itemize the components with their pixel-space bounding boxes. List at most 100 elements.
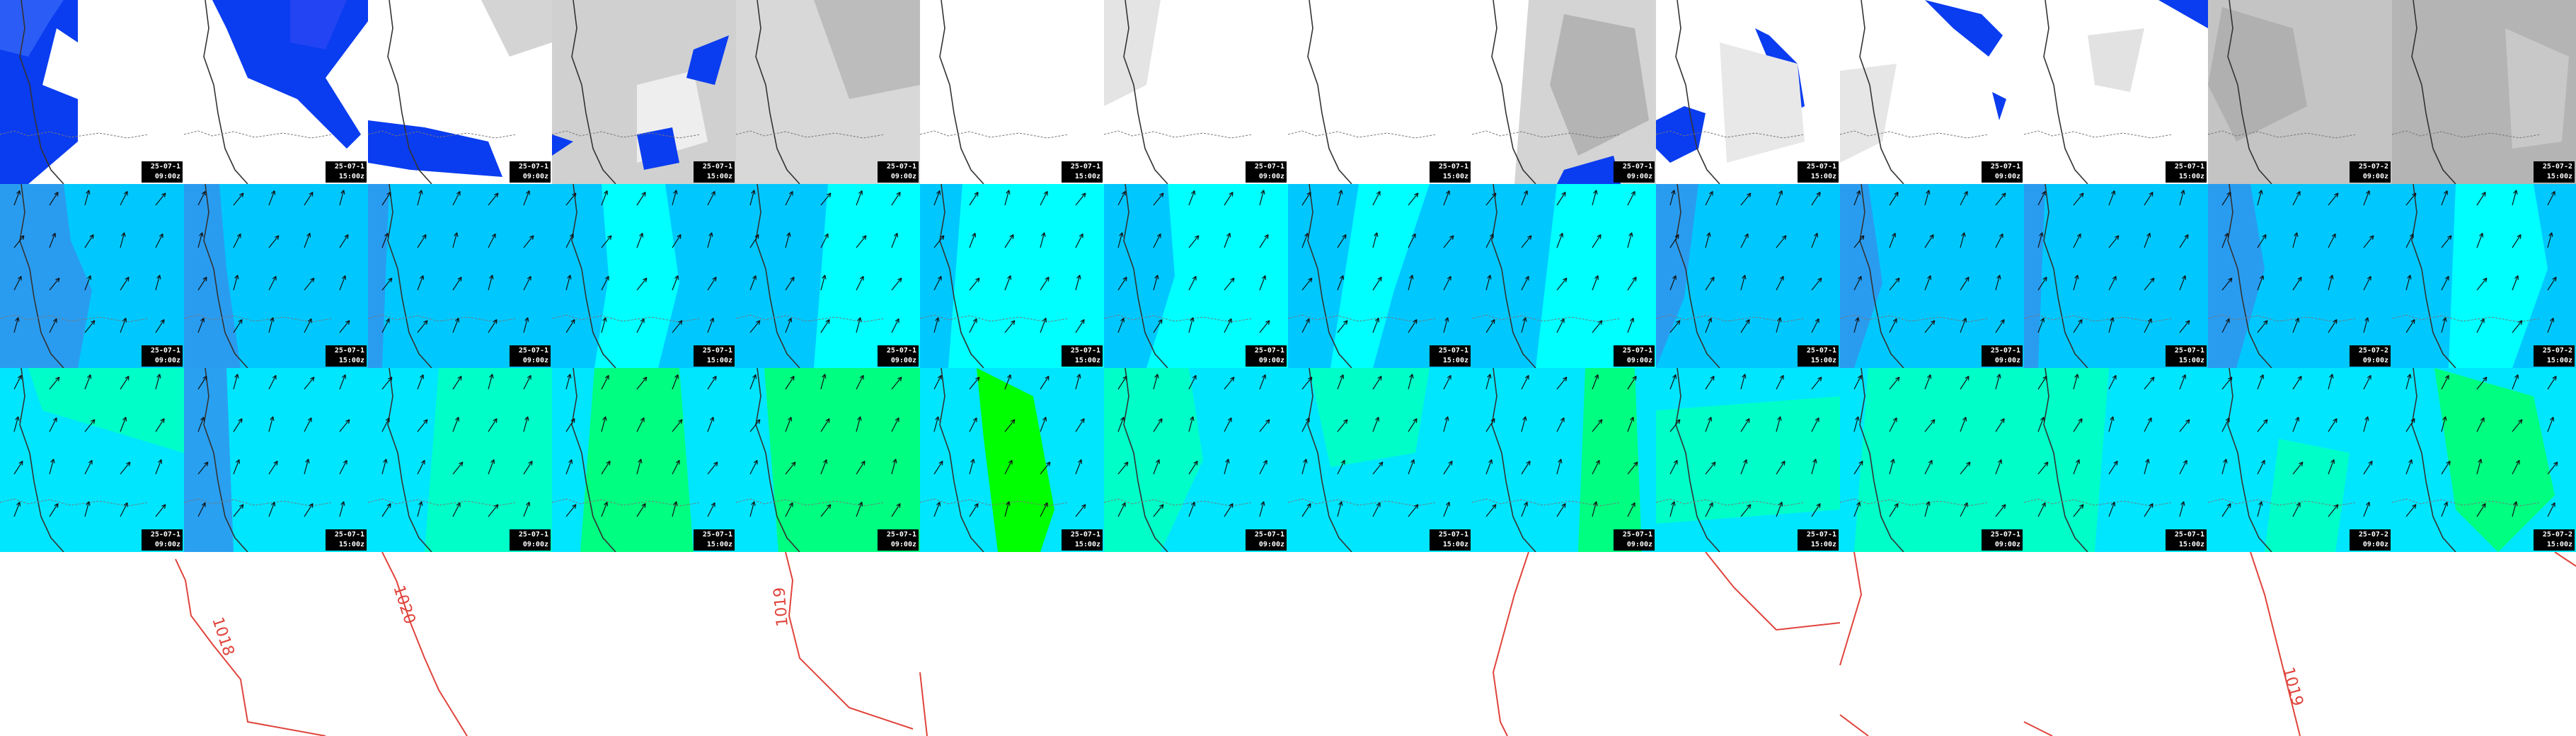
- wind-arrow: [1188, 416, 1195, 432]
- wind-arrow: [2363, 461, 2373, 475]
- wind-arrow: [672, 501, 678, 517]
- wind-arrow: [523, 317, 529, 333]
- wind-arrow: [304, 376, 315, 390]
- wind-arrow: [488, 504, 499, 517]
- wind-arrow: [856, 374, 864, 390]
- map-tile[interactable]: 25-07-1 15:00z: [1656, 368, 1840, 552]
- map-tile[interactable]: 25-07-1 09:00z: [736, 0, 920, 184]
- map-field: [552, 184, 736, 368]
- map-tile[interactable]: 25-07-1 09:00z: [1104, 0, 1288, 184]
- wind-arrow: [339, 234, 349, 248]
- timestamp-label: 25-07-1 15:00z: [1062, 161, 1103, 183]
- wind-arrow: [1521, 461, 1531, 475]
- map-tile[interactable]: 25-07-1 09:00z: [1840, 0, 2024, 184]
- wind-arrow: [565, 192, 577, 206]
- map-tile[interactable]: 25-07-1 15:00z: [552, 0, 736, 184]
- wind-arrow: [304, 233, 311, 248]
- border-line: [736, 130, 885, 139]
- wind-arrow: [2257, 501, 2263, 517]
- wind-arrow: [1811, 503, 1821, 517]
- timestamp-time: 09:00z: [1626, 541, 1652, 548]
- wind-arrow: [1004, 190, 1011, 206]
- map-tile[interactable]: 25-07-1 09:00z: [0, 184, 184, 368]
- map-tile[interactable]: 25-07-2 15:00z: [2392, 184, 2576, 368]
- map-tile[interactable]: 25-07-1 09:00z: [1472, 368, 1656, 552]
- wind-arrow: [488, 192, 499, 206]
- map-tile[interactable]: 25-07-1 15:00z: [1288, 368, 1472, 552]
- map-tile[interactable]: 25-07-2 15:00z: [2392, 368, 2576, 552]
- map-tile[interactable]: 25-07-1 15:00z: [1656, 0, 1840, 184]
- border-line: [1840, 130, 1989, 139]
- coastline: [1307, 184, 1352, 368]
- wind-arrow: [120, 190, 128, 206]
- wind-arrow: [891, 459, 897, 475]
- map-tile[interactable]: 25-07-1 09:00z: [0, 0, 184, 184]
- map-tile[interactable]: 25-07-1 15:00z: [1288, 184, 1472, 368]
- map-tile[interactable]: 25-07-1 15:00z: [920, 368, 1104, 552]
- map-tile[interactable]: 25-07-1 09:00z: [1840, 184, 2024, 368]
- wind-arrow: [856, 190, 863, 206]
- map-tile[interactable]: 25-07-1 15:00z: [184, 368, 368, 552]
- map-tile[interactable]: 25-07-1 15:00z: [552, 184, 736, 368]
- map-tile[interactable]: 25-07-1 15:00z: [552, 368, 736, 552]
- wind-arrow: [2547, 190, 2555, 206]
- wind-arrow: [2037, 190, 2046, 206]
- wind-arrow: [2405, 192, 2417, 206]
- wind-arrow: [969, 192, 979, 206]
- wind-arrow: [1740, 192, 1752, 206]
- wind-arrow: [2108, 190, 2116, 206]
- wind-arrow: [820, 459, 828, 475]
- wind-arrow: [2328, 319, 2338, 333]
- map-tile[interactable]: 25-07-2 09:00z: [2208, 368, 2392, 552]
- map-tile[interactable]: 25-07-1 09:00z: [0, 368, 184, 552]
- coastline: [2043, 184, 2088, 368]
- wind-arrow: [565, 504, 577, 517]
- map-tile[interactable]: 25-07-1 15:00z: [920, 184, 1104, 368]
- map-tile[interactable]: 25-07-1 09:00z: [368, 0, 552, 184]
- map-tile[interactable]: 25-07-1 09:00z: [1472, 184, 1656, 368]
- map-tile[interactable]: 25-07-1 15:00z: [1656, 184, 1840, 368]
- map-tile[interactable]: 25-07-1 09:00z: [736, 368, 920, 552]
- map-tile[interactable]: 25-07-1 09:00z: [368, 368, 552, 552]
- wind-arrow: [565, 233, 574, 248]
- map-tile[interactable]: 25-07-1 15:00z: [1288, 0, 1472, 184]
- coastline: [2411, 368, 2456, 552]
- wind-arrow: [636, 376, 648, 390]
- map-tile[interactable]: 25-07-1 15:00z: [184, 184, 368, 368]
- wind-arrow: [1259, 374, 1267, 390]
- wind-arrow: [1853, 374, 1862, 390]
- border-line: [1104, 314, 1253, 323]
- wind-arrow: [1705, 461, 1716, 475]
- wind-arrow: [601, 317, 607, 333]
- map-tile[interactable]: 25-07-1 15:00z: [2024, 368, 2208, 552]
- map-tile[interactable]: 25-07-1 15:00z: [184, 0, 368, 184]
- wind-arrow: [1372, 376, 1382, 390]
- map-tile[interactable]: 25-07-1 09:00z: [1104, 368, 1288, 552]
- map-tile[interactable]: 25-07-1 09:00z: [368, 184, 552, 368]
- wind-arrow: [2179, 501, 2185, 517]
- map-tile[interactable]: 25-07-1 15:00z: [2024, 184, 2208, 368]
- coastline: [19, 368, 64, 552]
- map-tile[interactable]: 25-07-1 09:00z: [736, 184, 920, 368]
- map-tile[interactable]: 25-07-1 15:00z: [2024, 0, 2208, 184]
- map-tile[interactable]: 25-07-1 09:00z: [1840, 368, 2024, 552]
- map-tile[interactable]: 25-07-2 09:00z: [2208, 184, 2392, 368]
- border-line: [920, 498, 1069, 507]
- timestamp-label: 25-07-1 09:00z: [1614, 529, 1655, 551]
- wind-arrow: [49, 318, 57, 333]
- timestamp-time: 15:00z: [706, 173, 732, 180]
- wind-arrow: [601, 235, 612, 248]
- map-tile[interactable]: 25-07-1 15:00z: [920, 0, 1104, 184]
- map-tile[interactable]: 25-07-2 09:00z: [2208, 0, 2392, 184]
- map-tile[interactable]: 25-07-1 09:00z: [1104, 184, 1288, 368]
- border-line: [1288, 130, 1437, 139]
- wind-arrow: [381, 376, 393, 390]
- map-tile[interactable]: 25-07-1 09:00z: [1472, 0, 1656, 184]
- timestamp-label: 25-07-1 15:00z: [1062, 529, 1103, 551]
- timestamp-date: 25-07-1: [1254, 531, 1284, 539]
- map-tile[interactable]: 25-07-2 15:00z: [2392, 0, 2576, 184]
- timestamp-label: 25-07-1 09:00z: [1982, 345, 2023, 367]
- wind-arrow: [2363, 317, 2369, 333]
- wind-arrow: [2363, 374, 2371, 390]
- wind-arrow: [120, 461, 131, 475]
